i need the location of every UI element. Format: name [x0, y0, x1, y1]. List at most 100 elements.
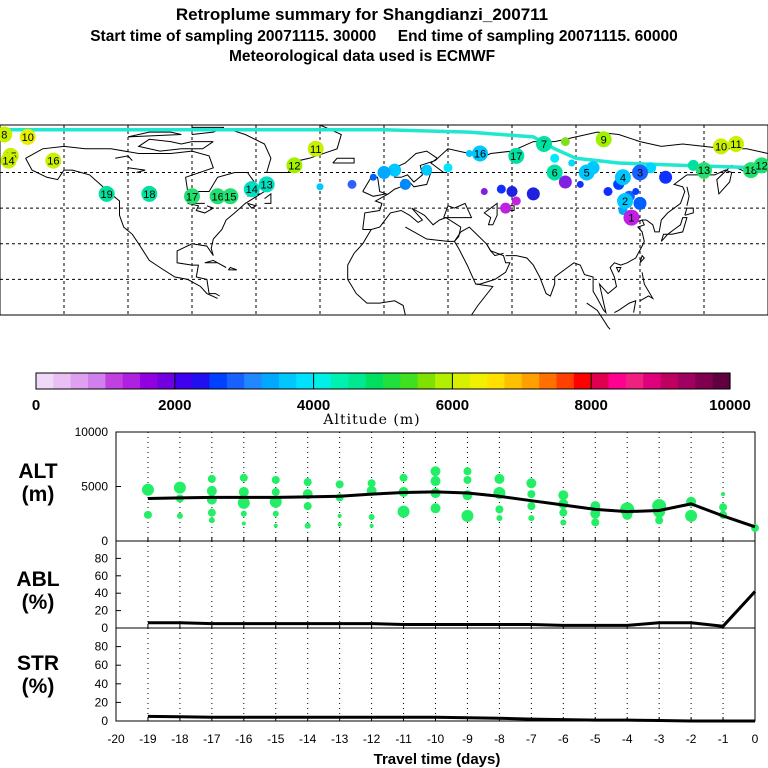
alt-plume-point: [685, 509, 698, 522]
alt-plume-point: [271, 475, 280, 484]
plume-day-number: 10: [22, 132, 34, 144]
coastline: [483, 202, 498, 226]
alt-y-tick-label: 5000: [81, 480, 108, 494]
alt-plume-point: [527, 490, 536, 499]
abl-series-line: [147, 590, 757, 628]
alt-plume-point: [430, 503, 441, 514]
colorbar-swatch: [469, 373, 488, 389]
colorbar-tick-label: 4000: [297, 397, 330, 414]
alt-plume-point: [337, 513, 342, 518]
plume-day-number: 18: [745, 165, 757, 177]
alt-plume-point: [335, 480, 344, 489]
plume-day-marker: [536, 136, 552, 152]
plume-cluster-dot: [550, 153, 560, 163]
x-axis-tick-labels: -20 -19 -18 -17 -16 -15 -14 -13 -12 -11 -10 -9 -8 -7-…: [107, 732, 758, 746]
plume-day-marker: [307, 140, 324, 157]
plume-cluster-dot: [316, 183, 324, 191]
coastline: [25, 158, 218, 299]
colorbar-swatch: [591, 373, 610, 389]
str-y-tick-label: 40: [95, 677, 109, 691]
x-tick-label: -4: [622, 732, 633, 746]
alt-plume-point: [271, 487, 280, 496]
colorbar-swatch: [209, 373, 228, 389]
abl-y-tick-label: 80: [95, 551, 109, 565]
plume-day-marker: [728, 136, 744, 152]
abl-y-tick-label: 0: [101, 621, 108, 635]
plume-cluster-dot: [399, 178, 411, 190]
alt-plume-point: [721, 492, 726, 497]
plume-cluster-dot: [632, 188, 640, 195]
alt-panel-unit: (m): [22, 483, 55, 506]
plume-cluster-dot: [558, 175, 572, 189]
x-tick-label: -2: [686, 732, 697, 746]
alt-plume-point: [369, 523, 374, 528]
coastline: [187, 202, 215, 214]
colorbar-swatch: [105, 373, 124, 389]
alt-plume-point: [241, 521, 246, 526]
colorbar-swatch: [244, 373, 263, 389]
plume-day-marker: [184, 188, 200, 205]
plume-cluster-dot: [480, 188, 488, 195]
sampling-times: Start time of sampling 20071115. 30000 E…: [90, 28, 678, 45]
colorbar-swatch: [140, 373, 159, 389]
x-tick-label: -14: [299, 732, 317, 746]
plume-cluster-dot: [576, 180, 584, 188]
x-axis-title: Travel time (days): [374, 751, 501, 768]
alt-plume-point: [303, 478, 312, 487]
alt-plume-point: [495, 505, 504, 514]
plume-day-marker: [508, 147, 525, 164]
alt-plume-point: [304, 522, 311, 529]
plume-day-number: 13: [698, 165, 710, 177]
x-tick-label: -11: [395, 732, 412, 746]
abl-panel: 80 60 40 20 0: [95, 540, 757, 635]
alt-plume-point: [143, 510, 152, 519]
plume-day-number: 16: [47, 156, 59, 168]
alt-plume-point: [655, 516, 664, 525]
x-tick-label: -13: [331, 732, 349, 746]
abl-panel-frame: [115, 540, 756, 629]
plume-day-marker: [45, 152, 62, 169]
x-tick-label: -8: [494, 732, 505, 746]
colorbar-swatch: [157, 373, 176, 389]
plume-day-marker: [258, 176, 275, 193]
plume-cluster-dot: [388, 163, 402, 177]
str-series-line: [147, 714, 755, 723]
plume-day-marker: [243, 181, 260, 198]
colorbar-swatch: [712, 373, 731, 389]
plume-cluster-dot: [506, 186, 518, 197]
plume-day-marker: [98, 185, 115, 202]
colorbar-label: Altitude (m): [322, 412, 420, 428]
plume-day-marker: [19, 128, 36, 145]
plume-cluster-dot: [645, 162, 657, 174]
x-tick-label: -17: [203, 732, 221, 746]
plume-cluster-dot: [443, 163, 453, 173]
colorbar-tick-label: 8000: [575, 397, 608, 414]
coastline: [686, 186, 690, 206]
plume-day-number: 11: [310, 144, 321, 156]
x-tick-label: -3: [654, 732, 665, 746]
x-tick-label: -19: [139, 732, 157, 746]
plume-day-marker: [286, 157, 303, 174]
coastline: [660, 217, 688, 242]
colorbar-swatch: [625, 373, 644, 389]
plume-day-number: 11: [730, 139, 741, 151]
colorbar-swatch: [383, 373, 401, 389]
coastline: [586, 302, 611, 330]
map-frame: [0, 124, 768, 316]
plume-day-marker: [617, 193, 634, 209]
colorbar-swatch: [573, 373, 592, 389]
alt-plume-point: [173, 481, 186, 494]
plume-day-number: 14: [246, 184, 258, 196]
alt-plume-point: [303, 502, 312, 511]
coastline: [25, 145, 266, 297]
plume-day-number: 18: [143, 189, 155, 201]
coastline: [127, 131, 182, 138]
alt-plume-point: [208, 517, 215, 524]
colorbar-swatch: [452, 373, 471, 389]
plume-day-number: 12: [288, 160, 300, 172]
colorbar-swatch: [487, 373, 506, 389]
plume-day-number: 1: [628, 213, 634, 225]
str-y-tick-label: 60: [95, 658, 109, 672]
plume-cluster-dot: [603, 187, 613, 196]
alt-plume-point: [397, 505, 410, 518]
